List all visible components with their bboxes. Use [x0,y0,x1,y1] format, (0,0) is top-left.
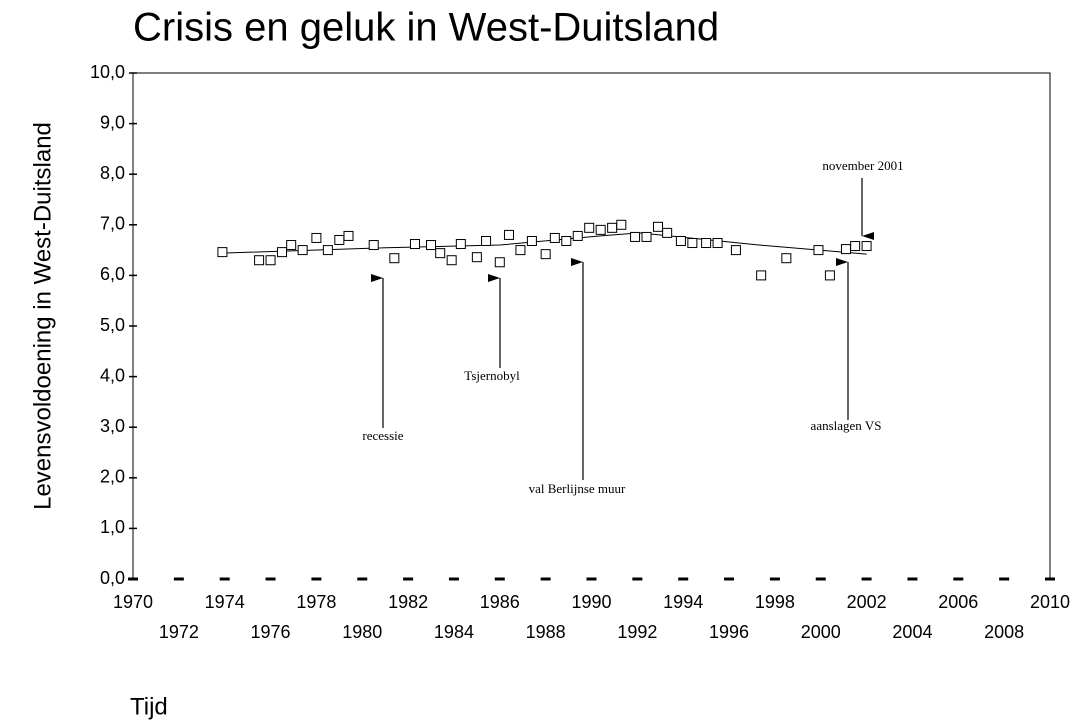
data-point [662,227,673,238]
data-point [277,247,288,258]
chart-title: Crisis en geluk in West-Duitsland [133,6,719,50]
x-tick-label: 1978 [296,592,336,612]
data-point [334,234,345,245]
data-point [515,245,526,256]
x-tick-label: 1990 [571,592,611,612]
data-point [840,244,851,255]
y-tick-label: 3,0 [100,416,125,436]
data-point [675,235,686,246]
y-tick-label: 7,0 [100,214,125,234]
data-point [435,248,446,259]
y-tick-label: 1,0 [100,517,125,537]
data-point [630,231,641,242]
data-point [503,229,514,240]
data-point [311,232,322,243]
y-tick-label: 9,0 [100,112,125,132]
data-point [409,239,420,250]
data-point [824,270,835,281]
data-point [572,230,583,241]
x-tick-label: 1984 [434,622,474,642]
data-point [426,240,437,251]
x-axis-label: Tijd [130,693,168,720]
y-tick-label: 4,0 [100,365,125,385]
x-tick-label: 1986 [480,592,520,612]
data-point [549,232,560,243]
x-tick-label: 2000 [801,622,841,642]
x-tick-label: 1992 [617,622,657,642]
annotation: Tsjernobyl [464,368,520,383]
x-tick-label: 1972 [159,622,199,642]
data-point [652,221,663,232]
y-tick-label: 5,0 [100,315,125,335]
x-tick-label: 2008 [984,622,1024,642]
data-point [701,238,712,249]
x-tick-label: 1994 [663,592,703,612]
data-point [481,235,492,246]
data-point [813,245,824,256]
data-point [861,241,872,252]
data-point [322,245,333,256]
data-point [254,255,265,266]
plot-frame [132,72,1051,579]
y-tick-label: 8,0 [100,163,125,183]
data-point [616,219,627,230]
annotation: val Berlijnse muur [529,481,626,496]
data-point [850,241,861,252]
data-point [389,253,400,264]
data-point [471,252,482,263]
data-point [368,240,379,251]
data-point [561,235,572,246]
data-point [343,230,354,241]
x-tick-label: 1982 [388,592,428,612]
data-point [595,224,606,235]
annotation: aanslagen VS [811,418,882,433]
data-point [540,249,551,260]
x-tick-label: 1998 [755,592,795,612]
data-point [286,240,297,251]
data-point [756,270,767,281]
x-tick-label: 2004 [892,622,932,642]
annotation: november 2001 [822,158,903,173]
x-tick-label: 1976 [251,622,291,642]
data-point [446,255,457,266]
x-tick-label: 1988 [526,622,566,642]
y-tick-label: 2,0 [100,467,125,487]
data-point [641,231,652,242]
annotation: recessie [362,428,403,443]
x-tick-label: 1980 [342,622,382,642]
x-tick-label: 2006 [938,592,978,612]
x-tick-label: 1996 [709,622,749,642]
data-point [781,253,792,264]
x-tick-label: 1974 [205,592,245,612]
y-tick-label: 6,0 [100,264,125,284]
y-axis-label: Levensvoldoening in West-Duitsland [29,122,56,510]
data-point [607,222,618,233]
x-tick-label: 2010 [1030,592,1070,612]
data-point [730,245,741,256]
data-point [297,245,308,256]
data-point [712,238,723,249]
y-tick-label: 10,0 [90,62,125,82]
data-point [584,222,595,233]
data-point [494,257,505,268]
data-point [217,247,228,258]
x-tick-label: 2002 [847,592,887,612]
x-tick-label: 1970 [113,592,153,612]
data-point [265,255,276,266]
data-point [687,238,698,249]
data-point [526,235,537,246]
y-tick-label: 0,0 [100,568,125,588]
data-point [455,239,466,250]
